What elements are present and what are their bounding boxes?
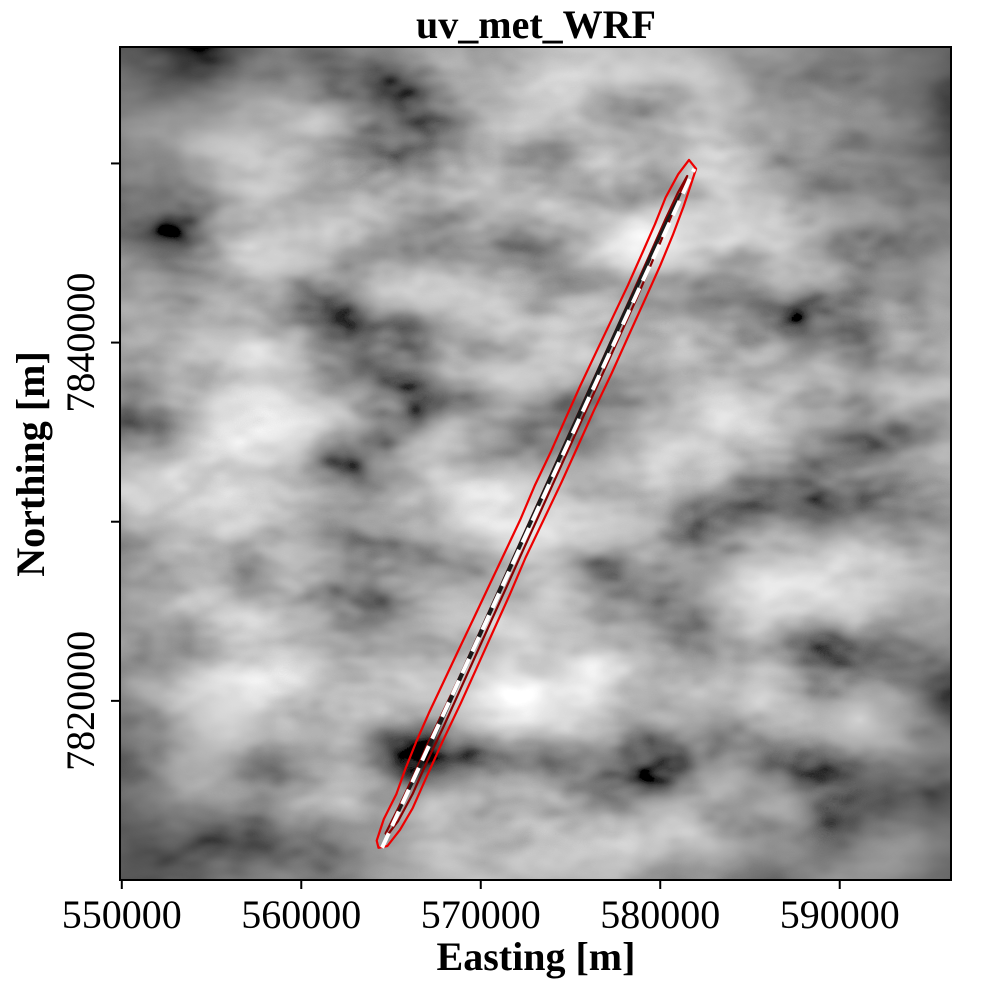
contour-line <box>375 158 698 849</box>
x-tick-label: 550000 <box>62 892 182 937</box>
terrain-vignette <box>120 47 951 880</box>
x-axis-label: Easting [m] <box>437 934 636 979</box>
track-line <box>380 167 697 849</box>
y-axis: 7820000 7840000 <box>58 162 120 771</box>
y-axis-label: Northing [m] <box>8 351 53 577</box>
contour-layer <box>375 158 698 849</box>
x-tick-label: 590000 <box>780 892 900 937</box>
y-tick-label: 7840000 <box>58 273 103 413</box>
plot-area <box>120 47 951 880</box>
x-tick-label: 560000 <box>241 892 361 937</box>
contour-line <box>393 192 682 822</box>
chart-title: uv_met_WRF <box>416 2 656 47</box>
x-axis: 550000 560000 570000 580000 590000 <box>62 880 900 937</box>
x-tick-label: 570000 <box>421 892 541 937</box>
x-tick-label: 580000 <box>600 892 720 937</box>
y-tick-label: 7820000 <box>58 631 103 771</box>
plot-frame <box>119 46 952 881</box>
